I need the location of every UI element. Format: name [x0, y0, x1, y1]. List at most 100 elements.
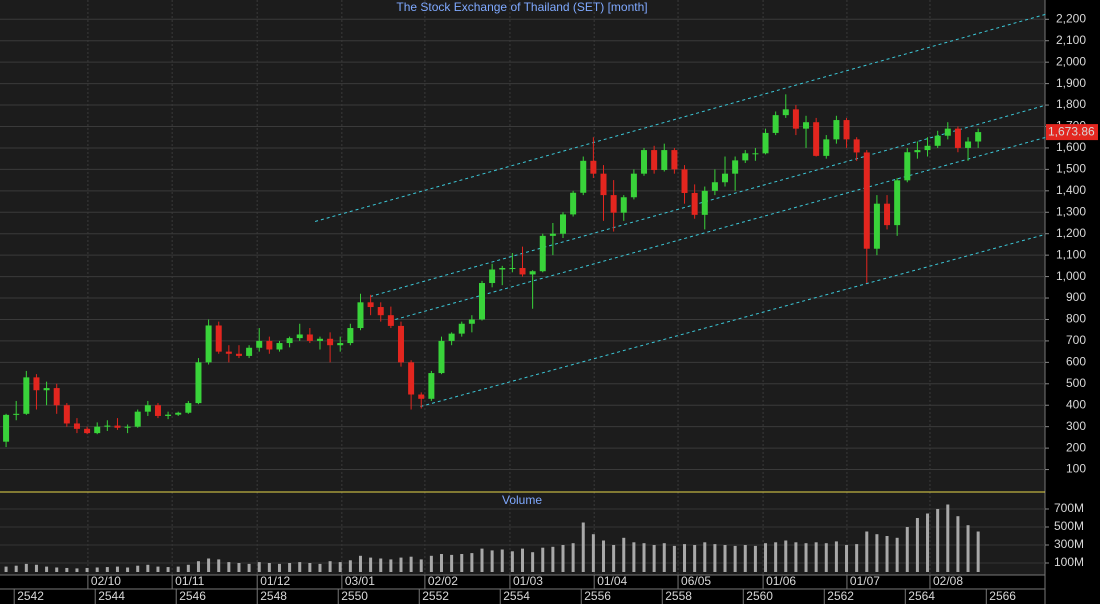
volume-bar: [855, 544, 859, 572]
volume-bar: [115, 566, 119, 572]
volume-bar: [288, 563, 292, 572]
candle-body: [843, 120, 850, 140]
y-tick-label: 700M: [1054, 501, 1084, 515]
volume-bar: [602, 540, 606, 572]
candle-body: [934, 135, 941, 146]
date-tick-label: 01/03: [513, 574, 543, 588]
candle-body: [63, 405, 70, 424]
x-tick-label: 2556: [584, 589, 611, 603]
candle-body: [13, 413, 20, 415]
volume-bar: [632, 542, 636, 572]
x-tick-label: 2554: [503, 589, 530, 603]
volume-bar: [257, 562, 261, 572]
y-tick-label: 300M: [1054, 537, 1084, 551]
marks: [3, 13, 1046, 572]
volume-bar: [774, 542, 778, 572]
date-tick-label: 01/12: [260, 574, 290, 588]
candle-body: [104, 425, 111, 427]
volume-bar: [450, 554, 454, 572]
volume-bar: [470, 553, 474, 572]
candle-body: [377, 307, 384, 316]
x-tick-label: 2562: [827, 589, 854, 603]
candle-body: [539, 235, 546, 272]
volume-bar: [622, 537, 626, 572]
volume-bar: [733, 545, 737, 572]
volume-bar: [875, 534, 879, 572]
volume-bar: [95, 567, 99, 572]
candle-body: [904, 152, 911, 181]
volume-bar: [358, 555, 362, 572]
volume-bar: [946, 504, 950, 572]
volume-bar: [369, 557, 373, 572]
volume-bar: [480, 548, 484, 572]
volume-bar: [45, 566, 49, 572]
candle-body: [347, 328, 354, 344]
volume-bar: [348, 560, 352, 572]
candle-body: [620, 197, 627, 213]
volume-bar: [207, 558, 211, 572]
y-tick-label: 1,300: [1056, 204, 1086, 218]
volume-bar: [865, 531, 869, 572]
candle-body: [84, 428, 91, 434]
candle-body: [165, 414, 172, 416]
plot-background: [0, 0, 1045, 575]
y-tick-label: 600: [1066, 355, 1086, 369]
volume-bar: [581, 522, 585, 572]
date-tick-label: 02/02: [428, 574, 458, 588]
volume-bar: [105, 567, 109, 572]
volume-bar: [571, 543, 575, 572]
candle-body: [23, 377, 30, 414]
volume-bar: [419, 559, 423, 572]
candle-body: [134, 411, 141, 427]
x-tick-label: 2564: [908, 589, 935, 603]
volume-bar: [328, 561, 332, 572]
candle-body: [428, 373, 435, 399]
volume-bar: [460, 554, 464, 572]
volume-bar: [885, 536, 889, 572]
candle-body: [722, 173, 729, 183]
candle-body: [894, 180, 901, 226]
volume-bar: [267, 563, 271, 572]
candle-body: [256, 340, 263, 348]
volume-bar: [55, 567, 59, 572]
candle-body: [499, 268, 506, 270]
y-tick-label: 1,100: [1056, 247, 1086, 261]
candle-body: [671, 150, 678, 170]
volume-bar: [895, 537, 899, 572]
date-tick-label: 06/05: [681, 574, 711, 588]
candle-body: [276, 343, 283, 350]
candle-body: [954, 128, 961, 148]
volume-bar: [510, 551, 514, 572]
volume-bar: [956, 516, 960, 572]
candle-body: [529, 271, 536, 275]
candle-body: [448, 333, 455, 341]
candle-body: [509, 268, 516, 270]
candle-body: [73, 423, 80, 429]
volume-bar: [34, 564, 38, 572]
x-tick-label: 2566: [989, 589, 1016, 603]
candle-body: [560, 214, 567, 234]
date-tick-label: 01/04: [597, 574, 627, 588]
candle-body: [408, 362, 415, 395]
volume-bar: [186, 564, 190, 572]
x-tick-label: 2542: [17, 589, 44, 603]
candle-body: [732, 160, 739, 174]
candle-body: [154, 405, 161, 416]
candle-body: [205, 325, 212, 363]
y-tick-label: 300: [1066, 419, 1086, 433]
volume-bar: [905, 527, 909, 572]
y-tick-label: 400: [1066, 397, 1086, 411]
volume-bar: [551, 546, 555, 572]
volume-bar: [743, 545, 747, 572]
x-tick-label: 2560: [746, 589, 773, 603]
volume-bar: [845, 545, 849, 572]
candle-body: [458, 323, 465, 334]
volume-bar: [976, 531, 980, 572]
volume-bar: [196, 561, 200, 572]
candle-body: [397, 325, 404, 363]
date-tick-label: 02/08: [933, 574, 963, 588]
volume-bar: [683, 544, 687, 572]
candle-body: [944, 128, 951, 136]
date-tick-label: 01/11: [175, 574, 204, 588]
candle-body: [853, 139, 860, 153]
